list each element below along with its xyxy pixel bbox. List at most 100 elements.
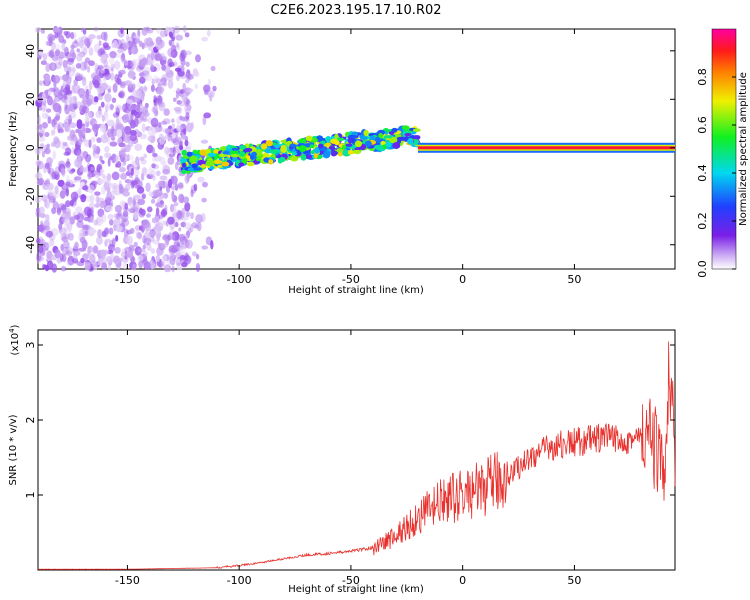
noise-mark — [70, 96, 78, 105]
signal-mark — [330, 151, 337, 157]
noise-mark — [42, 53, 48, 61]
noise-mark — [149, 230, 158, 236]
noise-mark — [72, 85, 77, 92]
signal-mark — [407, 138, 414, 145]
noise-mark — [130, 180, 139, 186]
noise-mark — [69, 48, 75, 58]
noise-mark — [175, 109, 182, 115]
noise-mark — [209, 92, 213, 102]
noise-mark — [161, 74, 168, 83]
noise-mark — [114, 204, 122, 213]
noise-mark — [57, 92, 64, 101]
noise-mark — [182, 82, 187, 93]
noise-mark — [176, 87, 181, 93]
noise-mark — [129, 227, 135, 234]
noise-mark — [111, 171, 120, 181]
noise-mark — [74, 176, 82, 181]
noise-mark — [134, 185, 142, 190]
noise-mark — [126, 250, 134, 259]
noise-mark — [195, 54, 201, 63]
noise-mark — [146, 173, 154, 179]
noise-mark — [203, 84, 211, 93]
snr-y-scale: (x104) — [8, 324, 21, 355]
noise-mark — [35, 159, 42, 167]
signal-mark — [334, 140, 340, 146]
noise-mark — [76, 119, 83, 130]
y-tick-label: 40 — [24, 44, 37, 58]
noise-mark — [36, 147, 41, 155]
signal-mark — [336, 137, 345, 142]
noise-mark — [122, 114, 128, 124]
noise-mark — [185, 87, 191, 97]
signal-mark — [346, 150, 356, 155]
noise-mark — [134, 143, 143, 152]
noise-mark — [122, 134, 131, 143]
signal-mark — [251, 151, 257, 157]
noise-mark — [112, 129, 118, 137]
signal-mark — [231, 147, 239, 151]
signal-mark — [241, 157, 248, 164]
spectrogram-y-ticks: -40 -20 0 20 40 — [24, 44, 675, 254]
noise-mark — [49, 194, 53, 204]
colorbar-tick-label: 0.2 — [696, 212, 709, 230]
noise-mark — [37, 114, 41, 125]
x-tick-label: 50 — [567, 574, 581, 587]
noise-mark — [179, 235, 188, 245]
noise-mark — [130, 59, 137, 70]
noise-mark — [107, 157, 111, 167]
signal-mark — [306, 154, 312, 159]
noise-mark — [82, 47, 88, 55]
noise-mark — [176, 100, 182, 105]
noise-mark — [40, 29, 46, 34]
snr-frame — [37, 329, 676, 571]
noise-mark — [184, 108, 191, 115]
noise-mark — [163, 75, 167, 84]
noise-mark — [164, 146, 170, 155]
noise-mark — [167, 79, 174, 89]
signal-mark — [325, 136, 332, 143]
noise-mark — [97, 229, 102, 239]
noise-mark — [49, 238, 55, 247]
signal-mark — [389, 136, 398, 144]
signal-mark — [205, 159, 215, 167]
signal-mark — [229, 150, 239, 155]
noise-mark — [129, 134, 137, 141]
noise-mark — [75, 137, 79, 143]
noise-mark — [103, 181, 108, 192]
noise-mark — [78, 137, 83, 146]
signal-mark — [401, 125, 410, 130]
noise-mark — [73, 250, 81, 256]
noise-mark — [210, 240, 214, 250]
noise-mark — [39, 128, 45, 134]
noise-mark — [43, 219, 50, 228]
noise-mark — [132, 168, 140, 177]
noise-mark — [48, 191, 57, 197]
signal-mark — [274, 144, 280, 149]
noise-mark — [92, 144, 97, 151]
noise-mark — [158, 122, 162, 128]
noise-mark — [143, 66, 151, 75]
noise-mark — [123, 235, 129, 244]
signal-mark — [391, 127, 398, 133]
noise-mark — [77, 87, 86, 97]
y-tick-label: -20 — [24, 187, 37, 205]
noise-mark — [60, 243, 64, 252]
colorbar-tick-label: 0.6 — [696, 116, 709, 134]
y-tick-label: 3 — [24, 342, 37, 349]
noise-mark — [94, 203, 100, 208]
noise-mark — [196, 221, 202, 232]
y-tick-label: -40 — [24, 236, 37, 254]
noise-mark — [121, 52, 126, 62]
snr-y-scale-exponent: 4 — [8, 328, 16, 333]
noise-mark — [109, 103, 114, 111]
noise-mark — [162, 181, 169, 188]
noise-mark — [185, 211, 191, 217]
signal-mark — [213, 159, 222, 164]
noise-mark — [76, 48, 80, 53]
noise-mark — [97, 93, 104, 101]
noise-mark — [53, 120, 57, 130]
noise-mark — [135, 230, 140, 235]
noise-mark — [44, 184, 53, 189]
signal-mark — [404, 133, 412, 137]
signal-mark — [298, 145, 307, 153]
